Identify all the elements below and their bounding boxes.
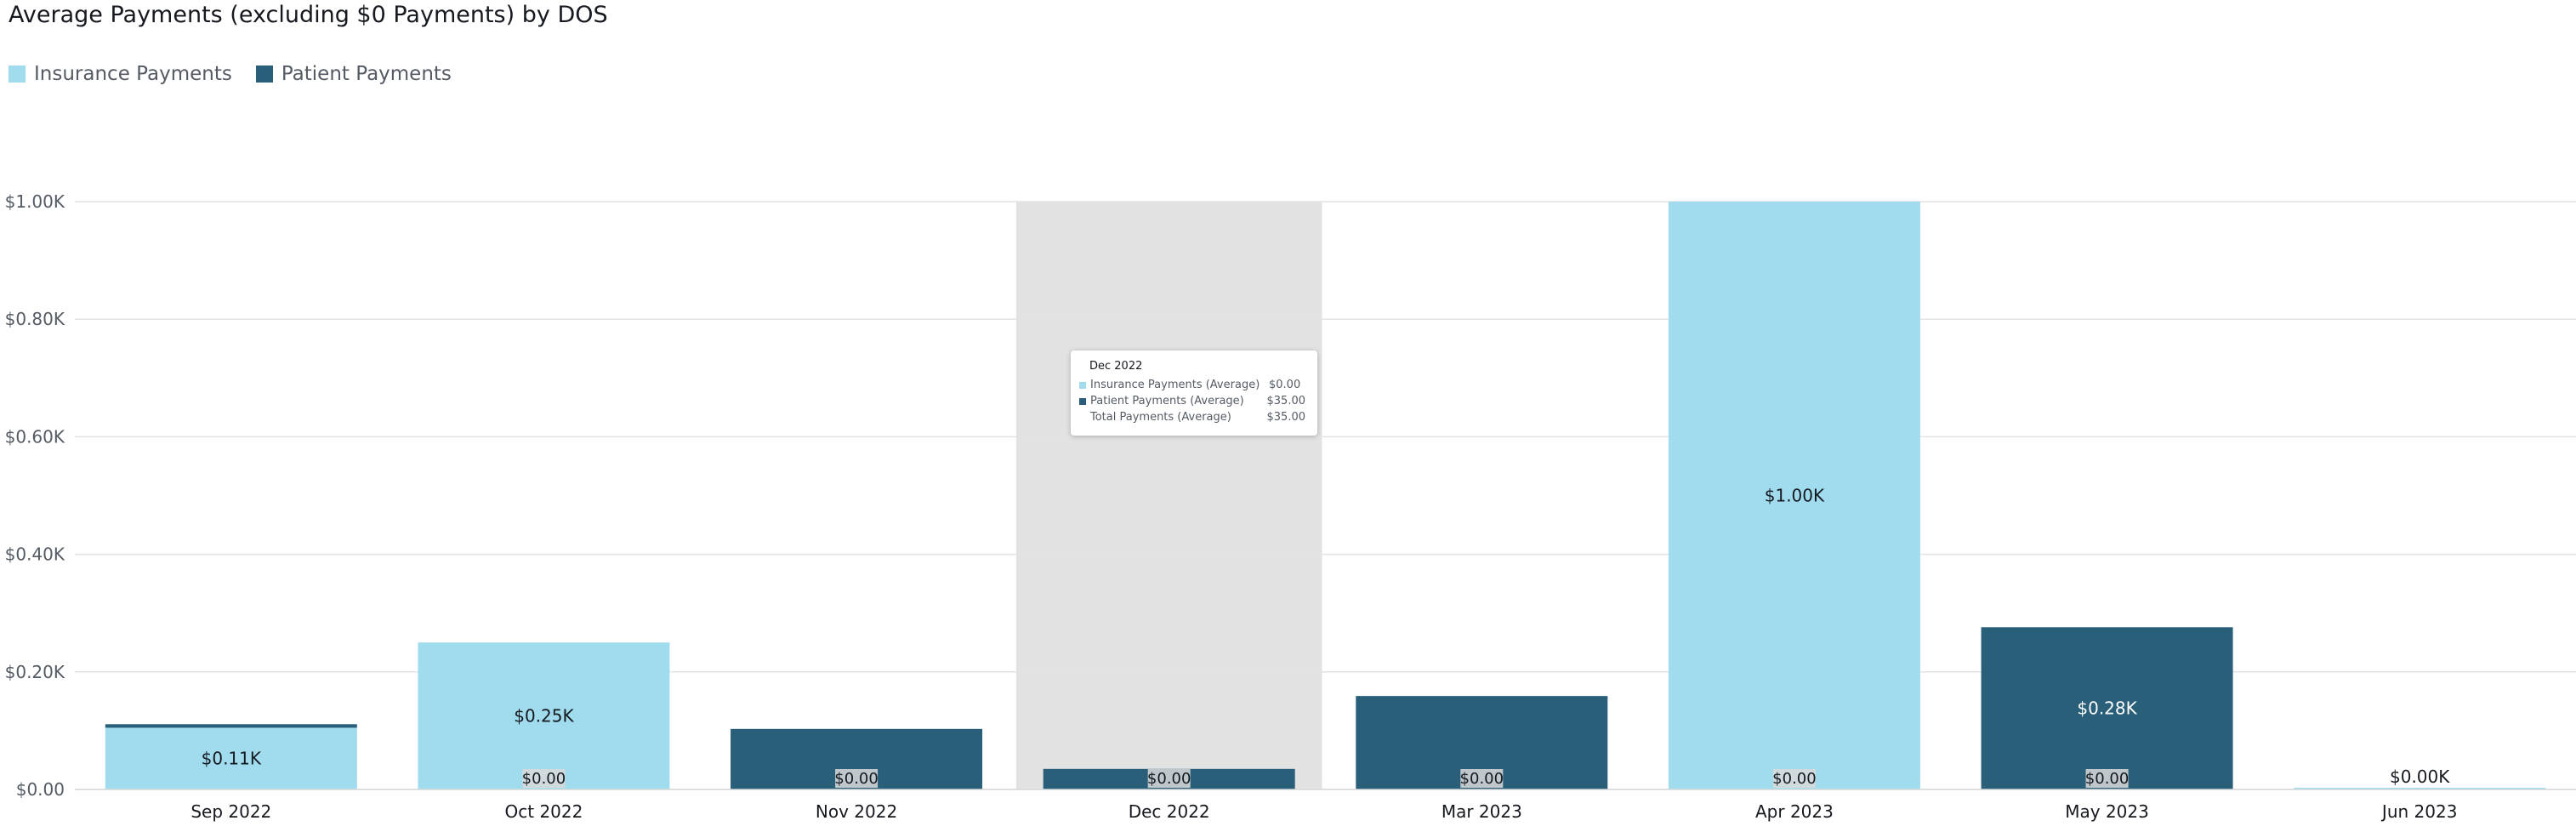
tooltip-row-patient: Patient Payments (Average) $35.00 <box>1079 393 1305 409</box>
data-label-bg <box>522 769 566 788</box>
legend: Insurance Payments Patient Payments <box>9 63 475 85</box>
tooltip: Dec 2022 Insurance Payments (Average) $0… <box>1071 350 1317 436</box>
data-label-patient: $0.00 <box>2085 770 2130 788</box>
x-tick-label: Oct 2022 <box>505 801 583 822</box>
bar-insurance <box>2294 787 2546 789</box>
data-label-patient: $0.00 <box>1460 770 1504 788</box>
y-tick-label: $0.00 <box>16 779 65 800</box>
tooltip-label-insurance: Insurance Payments (Average) <box>1090 379 1260 391</box>
tooltip-value-patient: $35.00 <box>1266 395 1306 407</box>
bar-patient <box>105 724 357 728</box>
tooltip-label-total: Total Payments (Average) <box>1090 411 1231 424</box>
bar-patient <box>1981 627 2233 789</box>
x-tick-label: Mar 2023 <box>1442 801 1522 822</box>
y-tick-label: $0.20K <box>5 662 65 682</box>
data-label-patient-total: $0.28K <box>2077 698 2137 719</box>
tooltip-value-insurance: $0.00 <box>1269 379 1301 391</box>
tooltip-row-total: Total Payments (Average) $35.00 <box>1079 409 1305 425</box>
data-label-bg <box>2085 769 2129 788</box>
tooltip-swatch-total <box>1079 414 1086 421</box>
data-label-insurance: $0.11K <box>202 749 262 769</box>
tooltip-row-insurance: Insurance Payments (Average) $0.00 <box>1079 377 1305 393</box>
legend-swatch-insurance <box>9 66 26 83</box>
highlight-band <box>1015 202 1322 789</box>
tooltip-header: Dec 2022 <box>1089 360 1143 373</box>
y-tick-label: $1.00K <box>5 191 65 212</box>
data-label-insurance: $1.00K <box>1765 486 1825 506</box>
x-tick-label: Nov 2022 <box>816 801 897 822</box>
data-label-patient: $0.00 <box>522 770 566 788</box>
data-label-bg <box>1772 769 1816 788</box>
y-tick-label: $0.40K <box>5 544 65 565</box>
data-label-patient: $0.00 <box>1147 770 1191 788</box>
data-label-insurance: $0.00K <box>2390 766 2450 787</box>
data-label-bg <box>1460 769 1504 788</box>
data-label-patient: $0.00 <box>1772 770 1817 788</box>
tooltip-swatch-insurance <box>1079 381 1086 389</box>
legend-label-insurance: Insurance Payments <box>34 63 232 85</box>
tooltip-label-patient: Patient Payments (Average) <box>1090 395 1244 407</box>
legend-item-insurance[interactable]: Insurance Payments <box>9 63 232 85</box>
x-tick-label: Sep 2022 <box>190 801 271 822</box>
bar-insurance <box>418 642 670 789</box>
bar-insurance <box>105 727 357 789</box>
y-tick-label: $0.80K <box>5 309 65 329</box>
legend-item-patient[interactable]: Patient Payments <box>255 63 452 85</box>
chart-title: Average Payments (excluding $0 Payments)… <box>9 2 608 28</box>
tooltip-value-total: $35.00 <box>1266 411 1306 424</box>
y-tick-label: $0.60K <box>5 426 65 447</box>
tooltip-swatch-patient <box>1079 397 1086 405</box>
legend-label-patient: Patient Payments <box>281 63 452 85</box>
x-tick-label: Dec 2022 <box>1129 801 1210 822</box>
legend-swatch-patient <box>255 66 273 83</box>
data-label-patient: $0.00 <box>834 770 879 788</box>
x-tick-label: Jun 2023 <box>2380 801 2458 822</box>
bar-insurance <box>1668 202 1920 789</box>
data-label-bg <box>835 769 879 788</box>
x-tick-label: Apr 2023 <box>1755 801 1834 822</box>
data-label-insurance: $0.25K <box>514 706 574 727</box>
x-tick-label: May 2023 <box>2065 801 2149 822</box>
data-label-bg <box>1147 769 1191 788</box>
